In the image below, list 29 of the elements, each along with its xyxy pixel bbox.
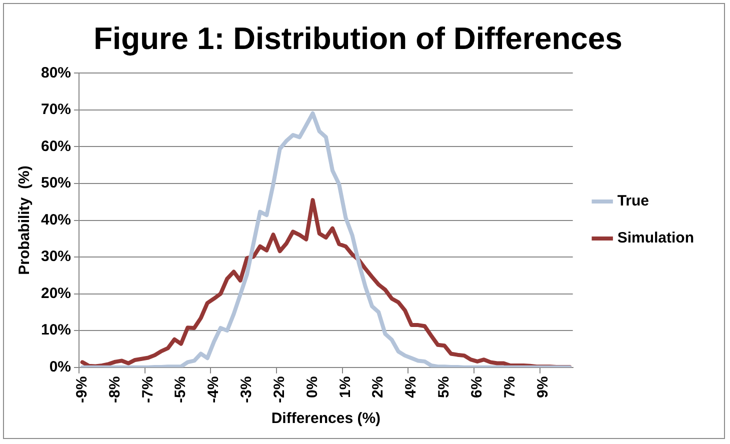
x-tick-label: 0%	[304, 376, 321, 398]
y-tick-label: 0%	[49, 358, 72, 376]
x-tick-label: 7%	[501, 376, 518, 398]
x-tick-label: -9%	[73, 376, 90, 404]
y-tick-label: 20%	[40, 284, 72, 302]
x-tick-label: -2%	[270, 376, 288, 404]
y-axis-title: Probability (%)	[16, 166, 34, 275]
x-tick-label: 1%	[336, 376, 354, 398]
x-tick-label: -3%	[238, 376, 256, 404]
y-tick-label: 70%	[40, 101, 72, 118]
x-tick-label: -5%	[172, 376, 190, 404]
y-tick-label: 40%	[40, 211, 72, 228]
y-tick-label: 80%	[40, 64, 72, 82]
legend-label: Simulation	[617, 230, 694, 247]
x-tick-label: -7%	[139, 376, 156, 404]
chart-title: Figure 1: Distribution of Differences	[94, 21, 622, 56]
x-tick-label: 6%	[468, 376, 486, 398]
x-axis-title: Differences (%)	[271, 410, 381, 428]
x-tick-label: 4%	[402, 376, 420, 398]
legend-label: True	[617, 192, 650, 210]
y-tick-label: 10%	[40, 322, 72, 339]
x-tick-label: 9%	[534, 376, 552, 398]
x-tick-label: 5%	[436, 376, 453, 398]
x-tick-label: -4%	[205, 376, 222, 404]
y-tick-label: 30%	[40, 248, 72, 266]
x-tick-label: -8%	[106, 376, 124, 404]
x-tick-label: 2%	[370, 376, 387, 398]
y-tick-label: 60%	[40, 138, 72, 155]
y-tick-label: 50%	[40, 174, 72, 192]
